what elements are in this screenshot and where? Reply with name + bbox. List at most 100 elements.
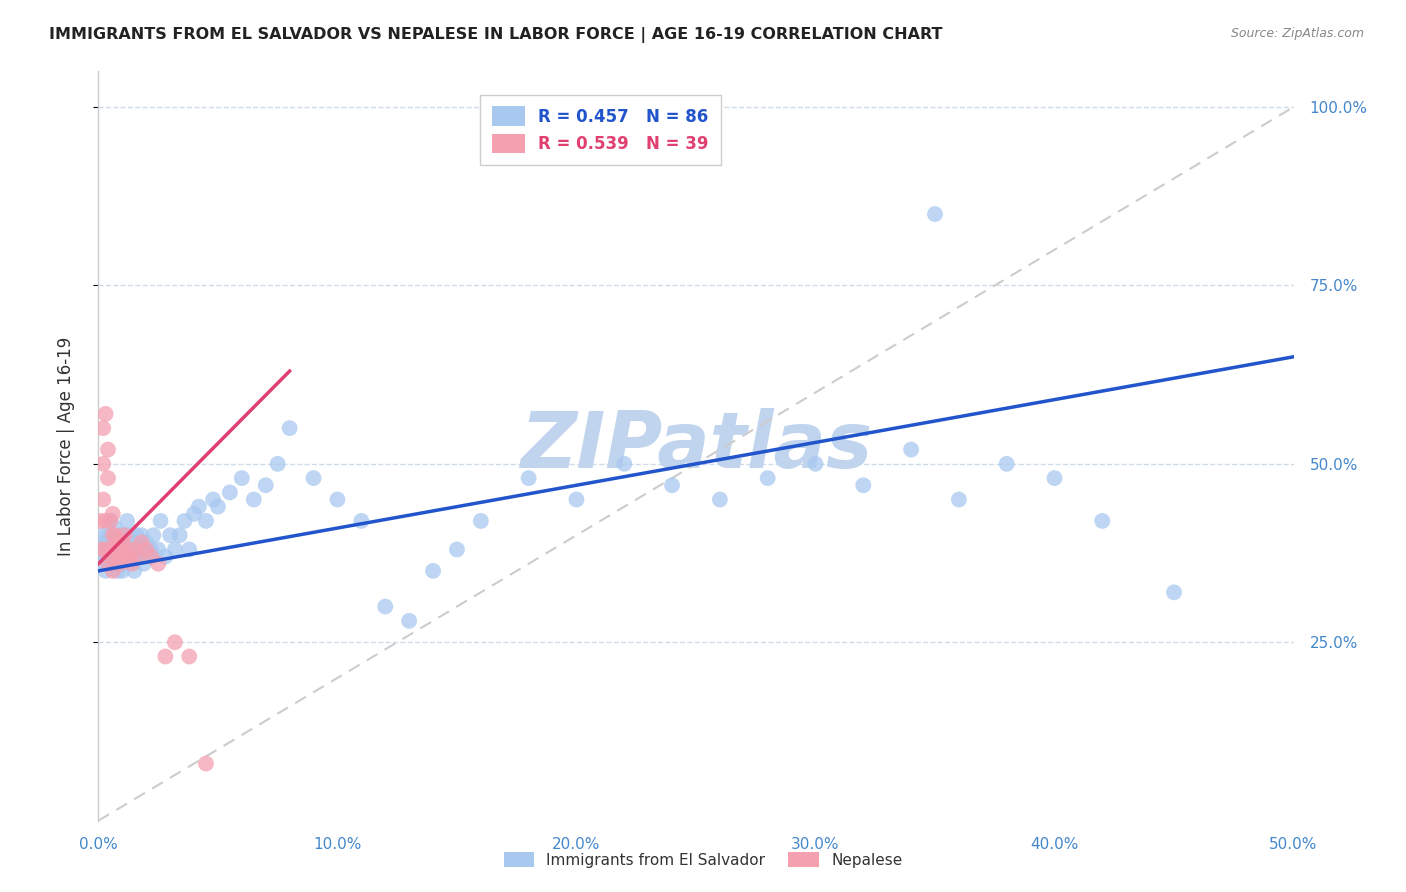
- Point: [139, 549, 162, 564]
- Point: [995, 457, 1018, 471]
- Point: [91, 528, 114, 542]
- Point: [121, 557, 143, 571]
- Point: [852, 478, 875, 492]
- Point: [231, 471, 253, 485]
- Point: [124, 564, 146, 578]
- Point: [97, 549, 120, 564]
- Point: [97, 557, 120, 571]
- Point: [118, 528, 141, 542]
- Point: [125, 528, 148, 542]
- Point: [131, 528, 153, 542]
- Point: [108, 542, 131, 557]
- Point: [132, 557, 155, 571]
- Point: [104, 521, 127, 535]
- Point: [124, 535, 146, 549]
- Point: [163, 635, 186, 649]
- Point: [97, 528, 120, 542]
- Point: [97, 471, 120, 485]
- Point: [114, 528, 136, 542]
- Point: [98, 542, 122, 557]
- Point: [756, 471, 779, 485]
- Point: [115, 549, 138, 564]
- Point: [104, 528, 127, 542]
- Point: [111, 549, 134, 564]
- Point: [163, 542, 186, 557]
- Point: [169, 528, 191, 542]
- Point: [94, 535, 117, 549]
- Point: [131, 535, 153, 549]
- Point: [114, 542, 136, 557]
- Point: [254, 478, 277, 492]
- Point: [179, 649, 201, 664]
- Point: [101, 528, 124, 542]
- Point: [111, 549, 134, 564]
- Point: [108, 528, 131, 542]
- Point: [1043, 471, 1066, 485]
- Point: [128, 549, 150, 564]
- Point: [114, 528, 136, 542]
- Point: [104, 542, 127, 557]
- Point: [91, 457, 114, 471]
- Point: [948, 492, 970, 507]
- Point: [183, 507, 205, 521]
- Point: [613, 457, 636, 471]
- Point: [422, 564, 444, 578]
- Point: [135, 542, 157, 557]
- Y-axis label: In Labor Force | Age 16-19: In Labor Force | Age 16-19: [56, 336, 75, 556]
- Point: [98, 549, 122, 564]
- Point: [139, 542, 162, 557]
- Point: [101, 549, 124, 564]
- Point: [118, 549, 141, 564]
- Point: [195, 756, 218, 771]
- Point: [900, 442, 922, 457]
- Point: [115, 542, 138, 557]
- Point: [101, 564, 124, 578]
- Point: [111, 535, 134, 549]
- Point: [131, 542, 153, 557]
- Point: [107, 549, 129, 564]
- Point: [661, 478, 683, 492]
- Point: [104, 542, 127, 557]
- Point: [924, 207, 946, 221]
- Point: [91, 492, 114, 507]
- Point: [243, 492, 266, 507]
- Point: [91, 557, 114, 571]
- Point: [187, 500, 209, 514]
- Point: [179, 542, 201, 557]
- Point: [804, 457, 827, 471]
- Point: [125, 549, 148, 564]
- Point: [142, 528, 165, 542]
- Point: [97, 442, 120, 457]
- Text: IMMIGRANTS FROM EL SALVADOR VS NEPALESE IN LABOR FORCE | AGE 16-19 CORRELATION C: IMMIGRANTS FROM EL SALVADOR VS NEPALESE …: [49, 27, 942, 43]
- Point: [98, 557, 122, 571]
- Point: [398, 614, 420, 628]
- Point: [148, 557, 170, 571]
- Legend: Immigrants from El Salvador, Nepalese: Immigrants from El Salvador, Nepalese: [496, 844, 910, 875]
- Point: [90, 514, 112, 528]
- Point: [91, 421, 114, 435]
- Point: [219, 485, 242, 500]
- Point: [115, 514, 138, 528]
- Point: [267, 457, 290, 471]
- Point: [350, 514, 373, 528]
- Point: [202, 492, 225, 507]
- Point: [374, 599, 396, 614]
- Point: [148, 542, 170, 557]
- Point: [155, 649, 177, 664]
- Point: [107, 535, 129, 549]
- Point: [111, 535, 134, 549]
- Point: [207, 500, 229, 514]
- Point: [101, 507, 124, 521]
- Point: [1163, 585, 1185, 599]
- Point: [709, 492, 731, 507]
- Point: [118, 542, 141, 557]
- Point: [135, 535, 157, 549]
- Point: [90, 542, 112, 557]
- Point: [159, 528, 181, 542]
- Text: Source: ZipAtlas.com: Source: ZipAtlas.com: [1230, 27, 1364, 40]
- Point: [108, 557, 131, 571]
- Point: [111, 564, 134, 578]
- Point: [108, 542, 131, 557]
- Point: [149, 514, 172, 528]
- Point: [446, 542, 468, 557]
